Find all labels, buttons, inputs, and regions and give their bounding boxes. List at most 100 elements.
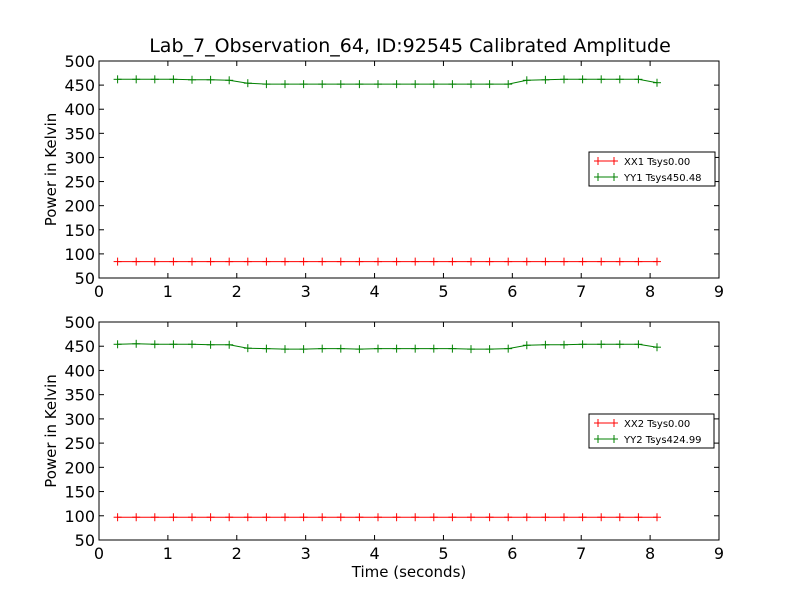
data-point-marker [467,345,475,354]
x-axis-label: Time (seconds) [351,563,467,581]
axes-frame [98,60,720,279]
data-point-marker [504,257,513,266]
data-point-marker [225,76,234,85]
x-tick-label: 3 [301,282,311,301]
data-point-marker [392,344,401,353]
data-point-marker [522,513,531,522]
data-point-marker [578,257,587,266]
data-point-marker [448,513,457,522]
data-point-marker [392,80,401,89]
data-point-marker [374,80,382,89]
data-point-marker [132,339,141,348]
data-point-marker [243,257,252,266]
data-point-marker [448,80,457,89]
data-point-marker [467,257,475,266]
data-point-marker [281,345,289,354]
data-point-marker [541,257,550,266]
data-point-marker [318,80,327,89]
data-point-marker [578,75,587,84]
legend-item: YY1 Tsys450.48 [594,173,702,184]
data-point-marker [113,513,122,522]
legend: XX1 Tsys0.00 YY1 Tsys450.48 [588,151,716,187]
data-point-marker [522,341,531,350]
data-point-marker [597,340,606,349]
y-tick-label: 400 [64,100,95,119]
legend: XX2 Tsys0.00 YY2 Tsys424.99 [588,413,715,449]
y-tick-label: 500 [64,52,95,71]
data-point-marker [243,513,252,522]
y-tick-label: 250 [64,173,95,192]
data-point-marker [132,513,141,522]
chart-title: Lab_7_Observation_64, ID:92545 Calibrate… [149,35,671,57]
data-point-marker [169,513,178,522]
data-point-marker [560,257,568,266]
y-tick-label: 150 [64,221,95,240]
x-tick-label: 6 [507,282,517,301]
x-tick-label: 4 [369,544,379,563]
data-point-marker [281,257,289,266]
data-point-marker [578,513,587,522]
data-point-marker [522,257,531,266]
x-tick-label: 0 [94,282,104,301]
data-point-marker [653,257,661,266]
data-point-marker [634,513,643,522]
data-point-marker [541,75,550,84]
data-point-marker [578,340,587,349]
data-point-marker [243,79,252,88]
data-point-marker [374,344,382,353]
data-point-marker [150,513,159,522]
legend-item: XX1 Tsys0.00 [594,157,690,168]
y-tick-label: 200 [64,197,95,216]
legend-item: XX2 Tsys0.00 [594,419,690,430]
data-point-marker [169,257,178,266]
x-tick-label: 7 [576,544,586,563]
x-tick-label: 5 [438,544,448,563]
data-point-marker [299,80,308,89]
legend-label: XX2 Tsys0.00 [624,419,690,430]
data-point-marker [206,340,215,349]
x-tick-label: 1 [163,282,173,301]
data-point-marker [429,513,438,522]
data-point-marker [597,75,606,84]
data-point-marker [188,340,196,349]
data-point-marker [355,80,364,89]
data-point-marker [262,513,271,522]
data-point-marker [113,257,122,266]
data-point-marker [597,257,606,266]
y-tick-label: 350 [64,386,95,405]
data-point-marker [485,513,494,522]
y-tick-label: 100 [64,245,95,264]
data-point-marker [541,340,550,349]
data-point-marker [615,513,624,522]
data-point-marker [150,75,159,84]
x-tick-label: 2 [232,282,242,301]
data-point-marker [392,513,401,522]
data-point-marker [188,257,196,266]
data-point-marker [467,80,475,89]
legend-box [588,151,716,187]
y-tick-label: 50 [75,531,95,550]
data-point-marker [169,75,178,84]
x-tick-label: 4 [369,282,379,301]
data-point-marker [225,340,234,349]
data-point-marker [355,345,364,354]
data-point-marker [150,257,159,266]
data-point-marker [560,340,568,349]
data-point-marker [318,257,327,266]
data-point-marker [262,344,271,353]
series-1 [113,257,661,266]
data-point-marker [206,257,215,266]
data-point-marker [597,513,606,522]
x-tick-label: 7 [576,282,586,301]
data-point-marker [262,257,271,266]
series-2 [113,75,661,89]
x-tick-label: 9 [714,544,724,563]
data-point-marker [113,75,122,84]
data-point-marker [113,340,122,349]
data-point-marker [522,76,531,85]
data-point-marker [299,345,308,354]
data-point-marker [615,75,624,84]
data-point-marker [615,340,624,349]
data-point-marker [429,257,438,266]
